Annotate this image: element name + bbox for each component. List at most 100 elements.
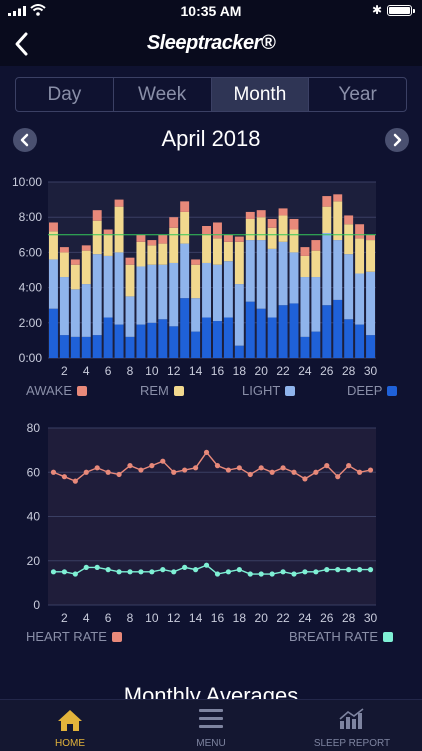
x-tick-label: 2 — [61, 364, 68, 378]
breath-rate-point — [171, 569, 177, 575]
y-tick-label: 2:00 — [19, 316, 43, 330]
bar-segment-light — [289, 252, 299, 304]
plot-area — [48, 182, 376, 358]
legend-awake: AWAKE — [26, 383, 87, 398]
bar-segment-rem — [70, 264, 80, 290]
bar-segment-light — [147, 264, 157, 323]
bar-segment-awake — [366, 234, 375, 241]
heart-rate-point — [116, 471, 122, 478]
tab-home[interactable]: HOME — [0, 700, 140, 751]
legend-deep-label: DEEP — [347, 383, 383, 398]
bar-segment-rem — [234, 241, 244, 285]
bar-segment-deep — [114, 324, 124, 358]
x-tick-label: 4 — [83, 364, 90, 378]
x-tick-label: 14 — [189, 611, 203, 625]
next-month-button[interactable] — [385, 128, 409, 152]
cellular-signal-icon — [8, 6, 26, 16]
bar-segment-awake — [234, 236, 244, 242]
legend-heart-rate-label: HEART RATE — [26, 629, 107, 644]
bar-chart-icon — [339, 708, 364, 729]
bar-segment-awake — [333, 194, 343, 202]
tab-day[interactable]: Day — [16, 78, 114, 111]
breath-rate-point — [280, 569, 286, 575]
tab-sleep-report[interactable]: SLEEP REPORT — [282, 700, 422, 751]
bar-segment-light — [267, 248, 277, 318]
bar-segment-rem — [191, 264, 201, 299]
bar-segment-deep — [59, 335, 69, 358]
bar-segment-deep — [245, 301, 255, 358]
month-navigation: April 2018 — [0, 124, 422, 154]
y-tick-label: 80 — [27, 421, 41, 435]
legend-rem: REM — [140, 383, 184, 398]
month-title: April 2018 — [161, 126, 261, 151]
heart-rate-point — [214, 463, 221, 469]
bar-segment-awake — [180, 201, 190, 212]
bar-segment-rem — [136, 241, 146, 267]
bar-segment-awake — [213, 222, 222, 239]
bar-segment-light — [311, 277, 321, 332]
heart-rate-point — [280, 465, 286, 471]
bar-segment-awake — [355, 224, 365, 239]
bar-segment-deep — [289, 303, 299, 358]
x-tick-label: 26 — [320, 364, 334, 378]
bar-segment-light — [103, 255, 113, 318]
tab-month[interactable]: Month — [211, 78, 310, 111]
x-tick-label: 4 — [83, 611, 90, 625]
breath-rate-point — [236, 567, 242, 573]
bar-segment-light — [81, 284, 91, 337]
heart-rate-point — [171, 469, 177, 475]
heart-rate-point — [258, 465, 264, 471]
bar-segment-awake — [70, 259, 80, 265]
tab-sleep-report-label: SLEEP REPORT — [313, 738, 391, 749]
bar-segment-rem — [49, 231, 58, 260]
bar-segment-awake — [125, 257, 135, 265]
bar-segment-rem — [289, 229, 299, 253]
tab-menu[interactable]: MENU — [141, 700, 281, 751]
y-tick-label: 10:00 — [12, 175, 42, 189]
breath-rate-point — [160, 567, 166, 573]
bar-segment-rem — [256, 217, 266, 241]
breath-rate-point — [214, 571, 221, 577]
heart-rate-point — [313, 469, 319, 475]
bar-segment-deep — [158, 319, 168, 358]
bar-segment-rem — [81, 250, 91, 285]
heart-rate-point — [324, 463, 330, 469]
previous-month-button[interactable] — [13, 128, 37, 152]
x-tick-label: 2 — [61, 611, 68, 625]
x-tick-label: 22 — [276, 611, 290, 625]
heart-rate-point — [182, 467, 188, 473]
bar-segment-deep — [70, 336, 80, 358]
breath-rate-point — [127, 569, 133, 575]
bar-segment-light — [169, 262, 179, 327]
bar-segment-light — [202, 262, 211, 318]
breath-rate-point — [247, 571, 253, 577]
breath-rate-point — [138, 569, 144, 575]
bar-segment-deep — [213, 321, 222, 358]
bar-segment-deep — [355, 324, 365, 358]
bar-segment-light — [278, 241, 288, 306]
bar-segment-rem — [278, 215, 288, 242]
bar-segment-rem — [311, 250, 321, 278]
breath-rate-point — [258, 571, 264, 577]
heart-rate-point — [247, 471, 253, 478]
heart-rate-point — [335, 474, 341, 480]
tab-year[interactable]: Year — [338, 84, 377, 105]
bar-segment-rem — [202, 234, 211, 263]
bar-segment-deep — [333, 299, 343, 358]
heart-rate-point — [357, 469, 363, 475]
y-tick-label: 0 — [33, 598, 40, 612]
breath-rate-point — [116, 569, 122, 575]
back-arrow-icon[interactable] — [10, 30, 36, 58]
bar-segment-deep — [147, 322, 157, 358]
breath-rate-point — [346, 567, 352, 573]
tab-week[interactable]: Week — [114, 78, 212, 111]
bar-segment-awake — [300, 247, 310, 256]
bar-segment-light — [322, 233, 332, 306]
y-tick-label: 20 — [27, 554, 41, 568]
bar-segment-light — [300, 277, 310, 337]
breath-rate-point — [94, 564, 100, 570]
bar-segment-awake — [147, 240, 157, 246]
bar-segment-light — [59, 277, 69, 336]
legend-deep-swatch — [387, 385, 398, 396]
